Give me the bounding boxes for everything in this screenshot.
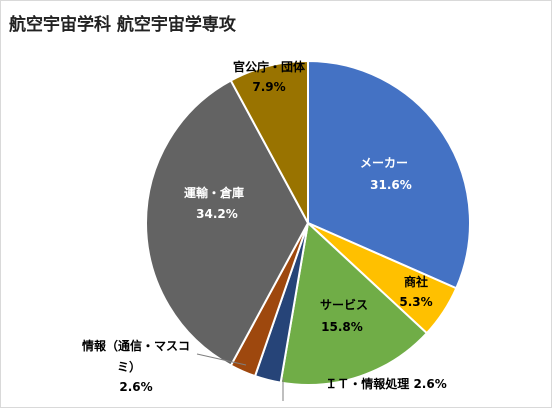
- slice-value-label: 5.3%: [399, 295, 432, 309]
- slice-value-label: 15.8%: [321, 320, 363, 334]
- slice-label: ミ）: [117, 359, 141, 374]
- slice-label: 商社: [404, 274, 428, 289]
- chart-title: 航空宇宙学科 航空宇宙学専攻: [9, 15, 236, 35]
- pie-slice: [279, 221, 429, 386]
- slice-label: ＩＴ・情報処理 2.6%: [325, 376, 446, 391]
- slice-value-label: 31.6%: [370, 178, 412, 192]
- slice-value-label: 2.6%: [119, 380, 152, 394]
- slice-value-label: 7.9%: [252, 80, 285, 94]
- leader-line: [196, 353, 247, 366]
- slice-label: 運輸・倉庫: [184, 185, 244, 200]
- pie-slice: [145, 79, 310, 367]
- slice-value-label: 34.2%: [196, 207, 238, 221]
- slice-label: 情報（通信・マスコ: [82, 338, 190, 353]
- slice-label: 官公庁・団体: [233, 59, 306, 74]
- slice-label: サービス: [320, 297, 368, 312]
- slice-label: メーカー: [360, 156, 408, 170]
- pie-slice: [229, 59, 309, 224]
- pie-slice: [307, 59, 471, 290]
